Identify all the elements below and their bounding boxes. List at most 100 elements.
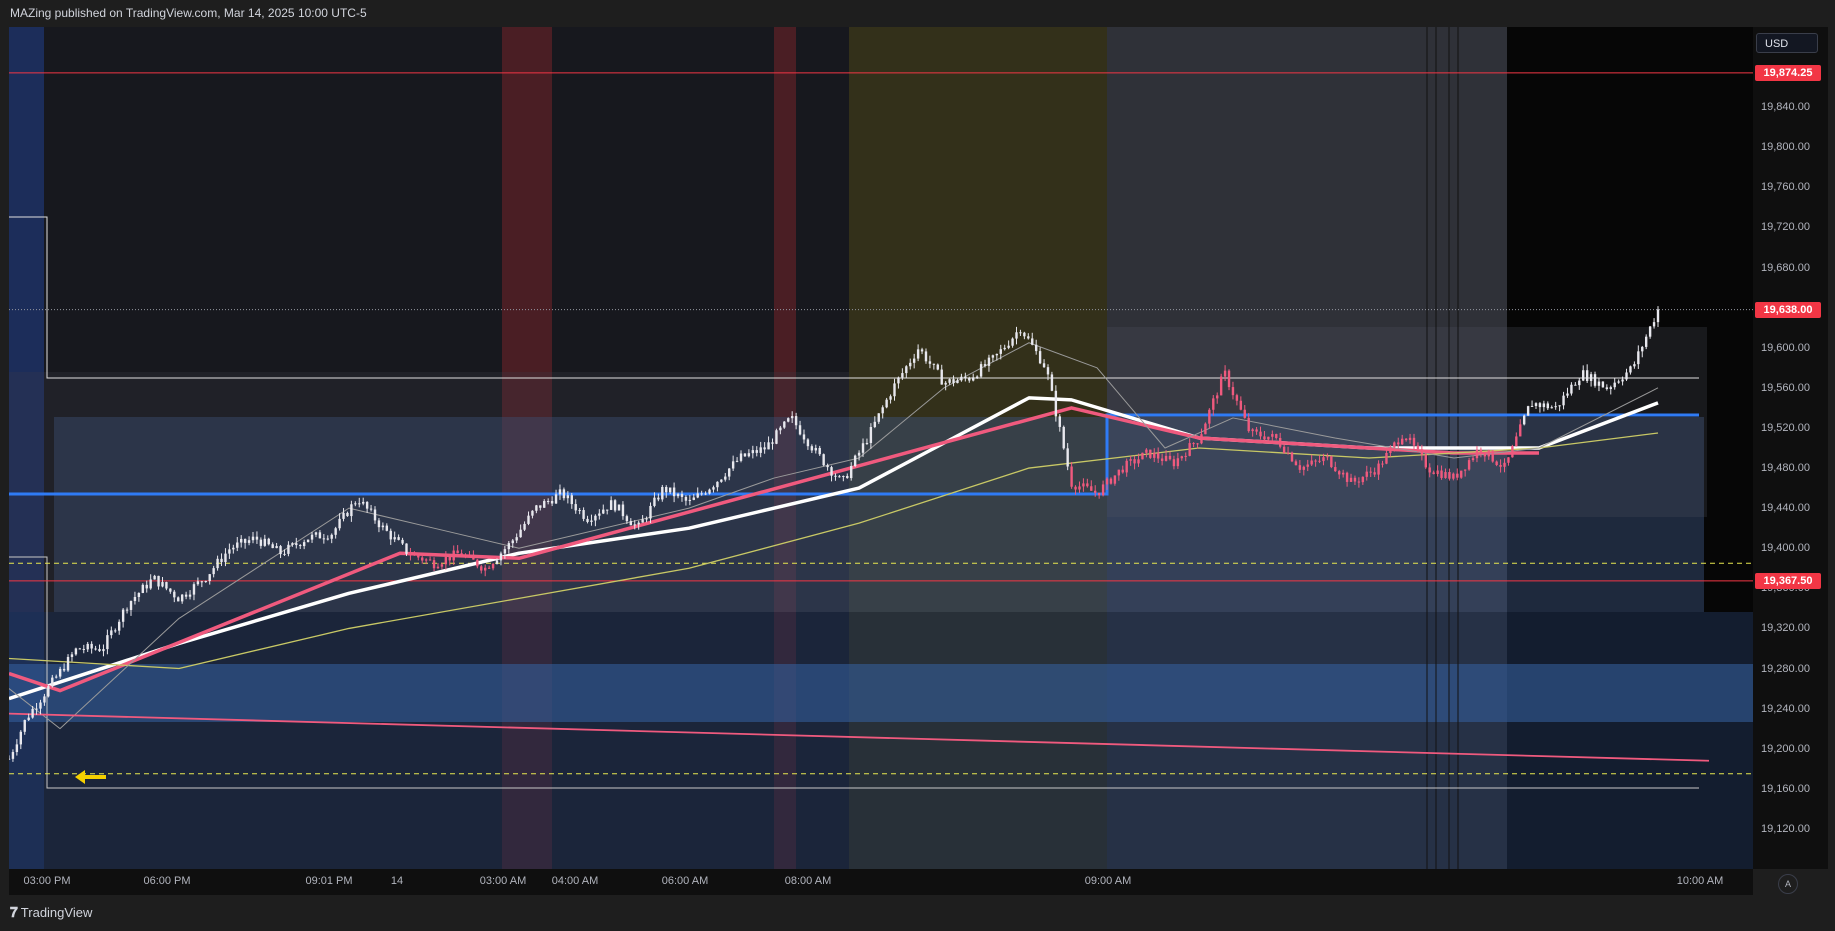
candle-body [291,543,294,545]
candle-body [928,361,932,364]
candle-body [629,521,633,526]
candle-body [192,584,196,595]
candle-body [1267,436,1270,440]
candle-body [724,476,727,480]
candle-body [1369,471,1372,473]
chart-area[interactable] [9,27,1753,869]
price-axis[interactable]: USD 19,840.00 19,800.00 19,760.00 19,720.00… [1753,27,1828,869]
candle-body [1282,446,1286,453]
candle-body [810,446,814,451]
time-axis[interactable]: 03:00 PM 06:00 PM 09:01 PM 14 03:00 AM 04:00 … [9,869,1753,895]
price-badge: 19,638.00 [1755,301,1821,318]
candle-body [932,363,936,365]
candle-body [901,373,904,378]
chart-plot[interactable] [9,27,1753,869]
candle-body [66,656,70,671]
candle-body [846,475,849,479]
candle-body [755,450,758,453]
candle-body [999,349,1002,354]
candle-body [1330,456,1333,468]
candle-body [326,538,329,540]
candle-body [228,549,231,554]
candle-body [145,584,148,589]
candle-body [861,443,865,453]
candle-body [1648,326,1652,337]
candle-body [149,579,152,589]
candle-body [106,635,109,650]
candle-body [1314,460,1317,462]
candle-body [578,510,581,512]
candle-body [712,487,715,490]
candle-body [873,421,877,428]
candle-body [1259,431,1262,437]
candle-body [1066,448,1069,467]
candle-body [794,416,798,426]
candle-body [1519,424,1522,437]
candle-body [9,758,11,760]
price-tick-label: 19,120.00 [1761,822,1810,835]
candle-body [1511,446,1514,458]
candle-body [70,654,74,657]
candle-body [314,532,318,535]
candle-body [944,382,947,385]
candle-body [480,566,483,571]
candle-body [1522,415,1526,425]
candle-body [582,510,585,519]
indicator-line [9,712,1710,762]
candle-body [306,539,310,543]
candle-body [787,418,790,422]
currency-label[interactable]: USD [1756,33,1818,53]
candle-body [539,505,542,508]
candle-body [302,542,306,547]
candle-body [1625,372,1628,380]
candle-body [771,442,774,444]
candle-body [720,479,723,482]
candle-body [688,499,692,501]
zone-right-box [1107,327,1707,517]
candle-body [1593,374,1597,386]
candle-body [1011,338,1014,346]
candle-body [1027,336,1030,339]
tradingview-logo-icon: 𝟕 [10,904,18,920]
candle-body [507,543,511,550]
candle-body [1526,406,1530,416]
candle-body [129,601,133,610]
candle-body [562,489,566,499]
price-tick-label: 19,560.00 [1761,381,1810,394]
candle-body [114,630,117,632]
price-tick-label: 19,200.00 [1761,742,1810,755]
candle-body [117,621,121,631]
candle-body [783,421,786,428]
price-tick-label: 19,440.00 [1761,502,1810,515]
candle-body [1389,447,1392,453]
candle-body [440,564,444,567]
candle-body [822,454,825,466]
candle-body [456,550,459,554]
candle-body [1601,381,1605,388]
candle-body [35,708,38,710]
candle-body [31,708,34,718]
auto-scale-button[interactable]: A [1778,874,1798,894]
candle-body [350,504,353,517]
footer: 𝟕 TradingView [10,904,92,921]
candle-body [1034,344,1038,352]
candle-body [1227,370,1231,388]
candle-body [731,461,735,469]
candle-body [767,442,770,450]
candle-body [236,542,239,548]
candle-body [814,448,817,451]
candle-body [543,501,546,508]
candle-body [11,752,15,759]
candle-body [877,413,880,422]
publish-header: MAZing published on TradingView.com, Mar… [10,6,367,20]
candle-body [212,568,215,575]
candle-body [362,501,365,504]
candle-body [739,453,743,461]
price-candles [9,306,1660,762]
white-step-upper [9,216,1699,379]
candle-body [1365,471,1368,477]
candle-body [94,648,97,650]
candle-body [271,544,274,549]
candle-body [1629,366,1632,373]
candle-body [1306,464,1309,467]
